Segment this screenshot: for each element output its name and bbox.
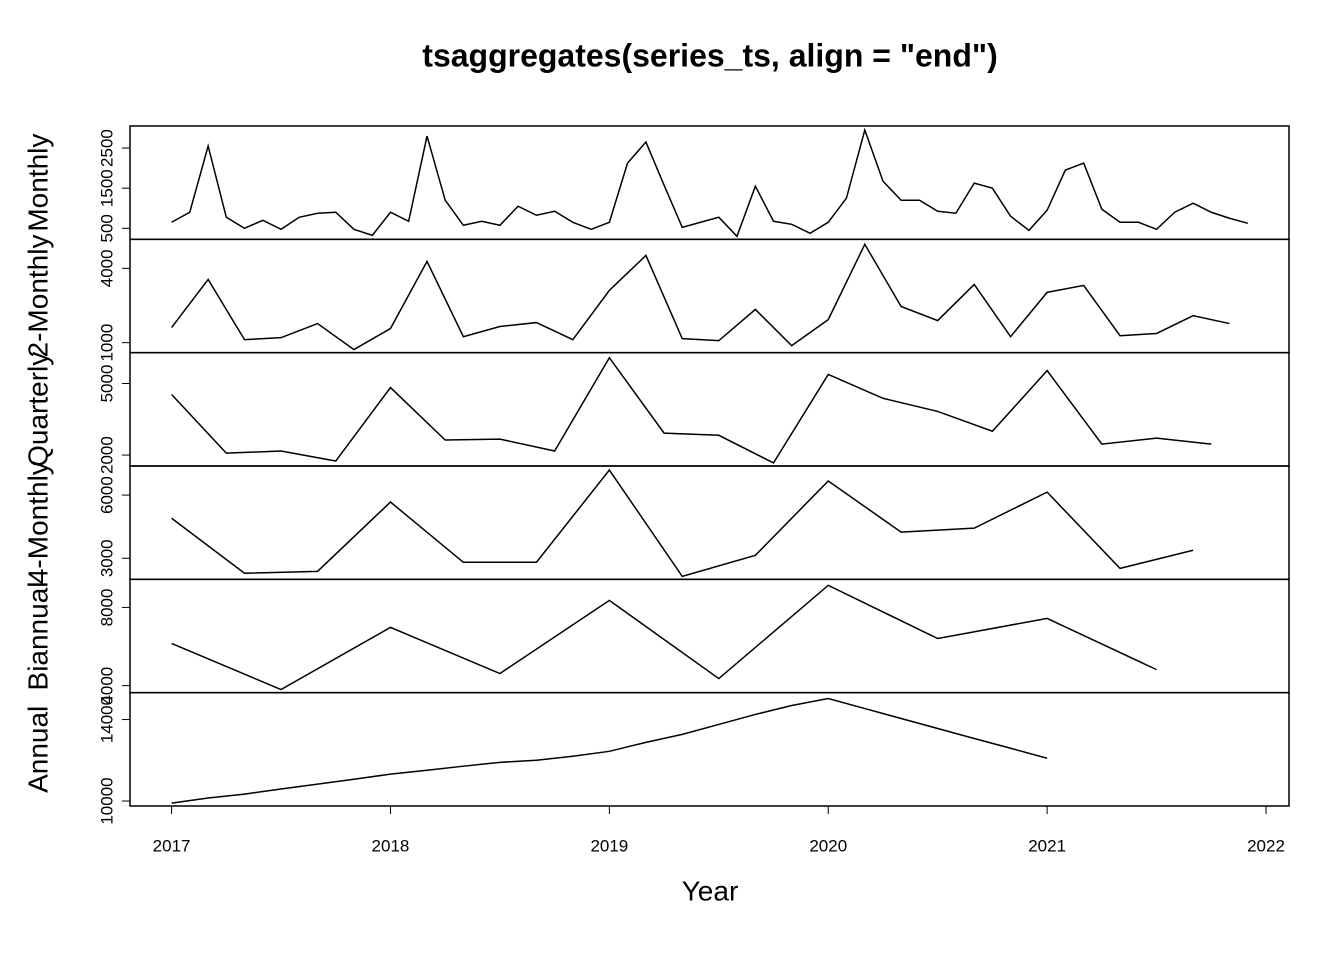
panel-frame — [129, 238, 1290, 354]
y-axis-label: Biannual — [22, 582, 53, 691]
series-line — [171, 697, 1048, 804]
y-tick-label: 1000 — [97, 324, 116, 362]
y-tick-label: 6000 — [97, 476, 116, 514]
y-tick-label: 1500 — [97, 169, 116, 207]
y-tick-label: 500 — [97, 214, 116, 242]
x-tick-label: 2021 — [1028, 836, 1066, 855]
series-line — [171, 468, 1194, 578]
y-tick-label: 10000 — [97, 777, 116, 824]
y-axis-label: Monthly — [22, 134, 53, 232]
panel-frame — [129, 125, 1290, 241]
y-tick-label: 2000 — [97, 436, 116, 474]
chart-title: tsaggregates(series_ts, align = "end") — [422, 37, 997, 73]
series-line — [171, 127, 1249, 238]
panel-frame — [129, 691, 1290, 807]
x-tick-label: 2017 — [153, 836, 191, 855]
y-tick-label: 14000 — [97, 696, 116, 743]
y-axis-label: 2-Monthly — [22, 235, 53, 358]
series-line — [170, 242, 1230, 351]
x-tick-label: 2020 — [809, 836, 847, 855]
x-tick-label: 2022 — [1247, 836, 1285, 855]
y-axis-label: Annual — [22, 706, 53, 793]
y-axis-label: Quarterly — [22, 352, 53, 467]
y-tick-label: 4000 — [97, 249, 116, 287]
x-tick-label: 2018 — [372, 836, 410, 855]
series-line — [171, 356, 1212, 464]
y-tick-label: 8000 — [97, 589, 116, 627]
y-tick-label: 5000 — [97, 365, 116, 403]
y-tick-label: 2500 — [97, 129, 116, 167]
y-tick-label: 3000 — [97, 539, 116, 577]
panel-frame — [129, 351, 1290, 467]
y-tick-label: 4000 — [97, 667, 116, 705]
x-tick-label: 2019 — [590, 836, 628, 855]
y-axis-label: 4-Monthly — [22, 461, 53, 584]
panel-frame — [129, 578, 1290, 694]
x-axis-label: Year — [682, 875, 739, 906]
series-line — [171, 584, 1157, 691]
